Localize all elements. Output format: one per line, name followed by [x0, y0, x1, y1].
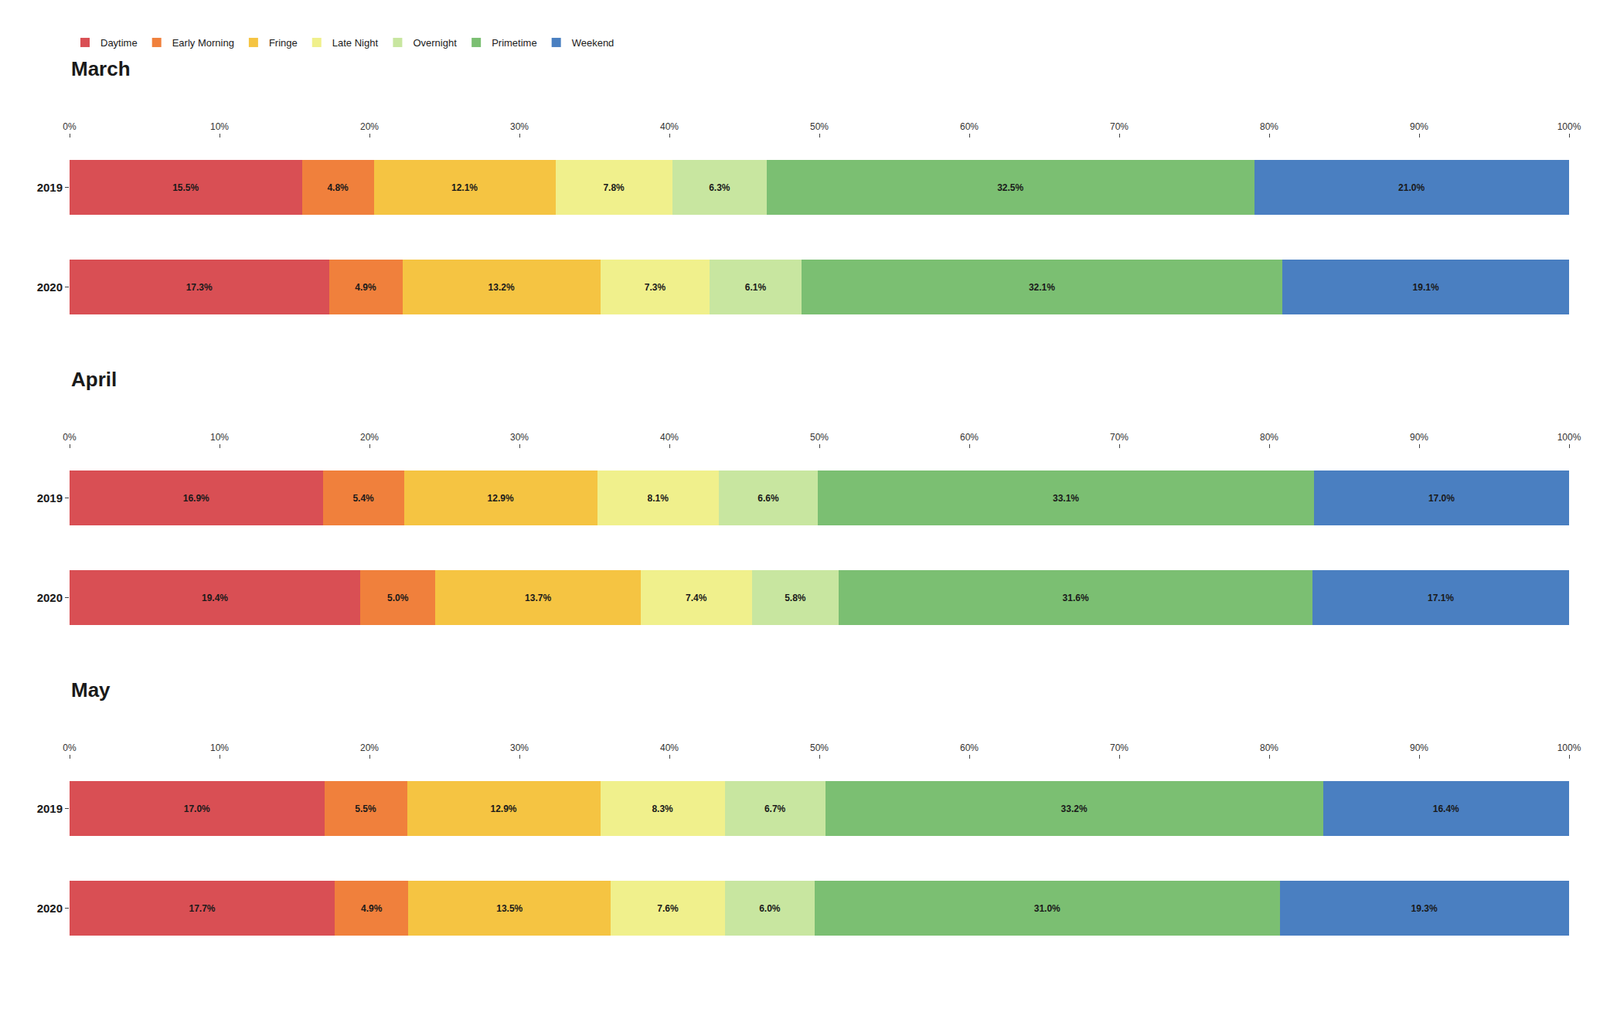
svg-text:20%: 20% [360, 121, 379, 133]
svg-text:19.1%: 19.1% [1412, 282, 1440, 293]
svg-text:30%: 30% [510, 121, 529, 133]
svg-text:6.3%: 6.3% [708, 182, 731, 194]
svg-text:Overnight: Overnight [412, 37, 457, 49]
svg-text:50%: 50% [810, 742, 829, 754]
svg-text:March: March [71, 57, 131, 81]
svg-text:20%: 20% [360, 742, 379, 754]
svg-text:Primetime: Primetime [491, 37, 538, 49]
svg-text:13.2%: 13.2% [488, 282, 515, 293]
svg-text:4.9%: 4.9% [354, 282, 377, 293]
svg-text:0%: 0% [62, 432, 77, 443]
svg-text:32.1%: 32.1% [1028, 282, 1056, 293]
svg-text:10%: 10% [210, 432, 229, 443]
svg-text:2019: 2019 [37, 180, 63, 195]
svg-text:17.1%: 17.1% [1427, 592, 1454, 604]
svg-text:6.7%: 6.7% [764, 803, 787, 815]
svg-text:5.5%: 5.5% [354, 803, 377, 815]
svg-text:May: May [71, 678, 111, 702]
svg-text:Daytime: Daytime [100, 37, 138, 49]
svg-text:2019: 2019 [37, 802, 63, 816]
svg-text:80%: 80% [1259, 121, 1279, 133]
svg-text:70%: 70% [1109, 432, 1129, 443]
svg-text:100%: 100% [1557, 432, 1582, 443]
svg-text:4.9%: 4.9% [360, 903, 383, 915]
svg-text:7.6%: 7.6% [657, 903, 679, 915]
svg-text:90%: 90% [1409, 742, 1429, 754]
svg-text:20%: 20% [360, 432, 379, 443]
svg-text:7.3%: 7.3% [644, 282, 667, 293]
svg-text:31.6%: 31.6% [1062, 592, 1090, 604]
svg-text:33.2%: 33.2% [1061, 803, 1088, 815]
svg-text:70%: 70% [1109, 742, 1129, 754]
svg-text:30%: 30% [510, 742, 529, 754]
svg-text:6.1%: 6.1% [745, 282, 767, 293]
svg-text:60%: 60% [960, 432, 979, 443]
svg-text:4.8%: 4.8% [326, 182, 349, 194]
svg-text:7.8%: 7.8% [602, 182, 625, 194]
svg-text:40%: 40% [660, 742, 679, 754]
svg-text:100%: 100% [1557, 121, 1582, 133]
svg-text:80%: 80% [1259, 742, 1279, 754]
svg-text:100%: 100% [1557, 742, 1582, 754]
svg-text:40%: 40% [660, 121, 679, 133]
svg-text:13.7%: 13.7% [524, 592, 552, 604]
svg-text:60%: 60% [960, 742, 979, 754]
svg-text:19.4%: 19.4% [201, 592, 229, 604]
svg-text:0%: 0% [62, 121, 77, 133]
svg-text:30%: 30% [510, 432, 529, 443]
svg-text:7.4%: 7.4% [685, 592, 708, 604]
svg-text:90%: 90% [1409, 121, 1429, 133]
svg-text:17.7%: 17.7% [189, 903, 216, 915]
svg-text:5.0%: 5.0% [387, 592, 409, 604]
svg-text:0%: 0% [62, 742, 77, 754]
svg-text:16.4%: 16.4% [1433, 803, 1460, 815]
svg-text:90%: 90% [1409, 432, 1429, 443]
svg-text:2020: 2020 [37, 591, 63, 605]
svg-text:40%: 40% [660, 432, 679, 443]
svg-text:8.3%: 8.3% [651, 803, 674, 815]
svg-text:2020: 2020 [37, 280, 63, 294]
svg-text:70%: 70% [1109, 121, 1129, 133]
svg-text:6.6%: 6.6% [757, 493, 780, 504]
svg-text:2020: 2020 [37, 902, 63, 916]
svg-text:Early Morning: Early Morning [172, 37, 235, 49]
svg-text:33.1%: 33.1% [1052, 493, 1080, 504]
svg-text:6.0%: 6.0% [759, 903, 781, 915]
svg-text:12.1%: 12.1% [451, 182, 478, 194]
svg-text:Weekend: Weekend [571, 37, 615, 49]
svg-text:50%: 50% [810, 121, 829, 133]
svg-text:60%: 60% [960, 121, 979, 133]
svg-text:17.0%: 17.0% [1428, 493, 1455, 504]
svg-text:5.4%: 5.4% [352, 493, 375, 504]
svg-text:21.0%: 21.0% [1398, 182, 1425, 194]
svg-text:80%: 80% [1259, 432, 1279, 443]
svg-text:12.9%: 12.9% [490, 803, 517, 815]
svg-text:32.5%: 32.5% [997, 182, 1024, 194]
svg-text:15.5%: 15.5% [172, 182, 199, 194]
svg-text:19.3%: 19.3% [1411, 903, 1438, 915]
svg-text:5.8%: 5.8% [784, 592, 807, 604]
svg-text:31.0%: 31.0% [1034, 903, 1061, 915]
svg-text:10%: 10% [210, 121, 229, 133]
svg-text:Fringe: Fringe [268, 37, 298, 49]
svg-text:April: April [71, 367, 117, 392]
svg-text:17.0%: 17.0% [183, 803, 211, 815]
svg-text:8.1%: 8.1% [647, 493, 670, 504]
svg-text:17.3%: 17.3% [186, 282, 213, 293]
svg-text:12.9%: 12.9% [487, 493, 515, 504]
svg-text:13.5%: 13.5% [496, 903, 523, 915]
svg-text:50%: 50% [810, 432, 829, 443]
svg-text:10%: 10% [210, 742, 229, 754]
svg-text:2019: 2019 [37, 491, 63, 505]
svg-text:16.9%: 16.9% [183, 493, 210, 504]
svg-text:Late Night: Late Night [332, 37, 379, 49]
